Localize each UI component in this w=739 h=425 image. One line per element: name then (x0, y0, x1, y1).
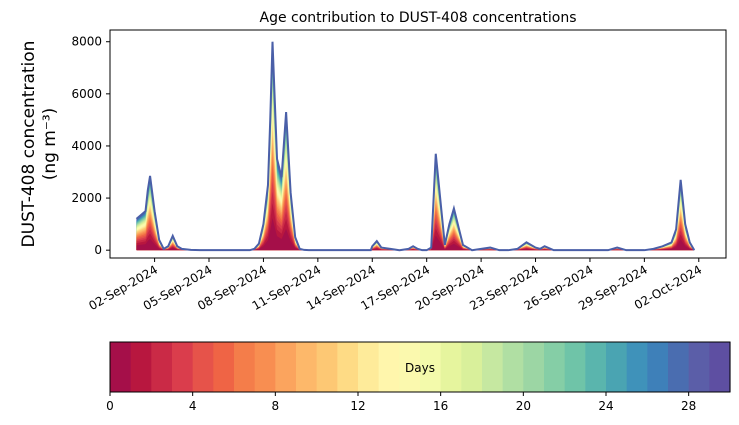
y-tick-label: 2000 (71, 191, 102, 205)
y-axis-label-group: DUST-408 concentration (ng m⁻³) (19, 41, 60, 248)
colorbar-bin (192, 342, 214, 392)
colorbar-tick-label: 24 (598, 399, 613, 413)
colorbar-bin (482, 342, 504, 392)
colorbar-bin (275, 342, 297, 392)
y-axis: 0 2000 4000 6000 8000 (71, 35, 110, 257)
colorbar-bin (130, 342, 152, 392)
colorbar-tick-label: 4 (189, 399, 197, 413)
colorbar-bin (337, 342, 359, 392)
colorbar-bin (709, 342, 731, 392)
colorbar-bin (647, 342, 669, 392)
colorbar-bin (378, 342, 400, 392)
y-tick-label: 4000 (71, 139, 102, 153)
x-axis: 02-Sep-202405-Sep-202408-Sep-202411-Sep-… (86, 258, 704, 313)
colorbar-tick-label: 8 (272, 399, 280, 413)
colorbar-bin (399, 342, 421, 392)
colorbar-bin (151, 342, 173, 392)
colorbar-bin (296, 342, 318, 392)
colorbar-bin (523, 342, 545, 392)
colorbar-bin (358, 342, 380, 392)
colorbar-bin (585, 342, 607, 392)
colorbar-tick-label: 16 (433, 399, 448, 413)
colorbar-bin (502, 342, 524, 392)
colorbar-bin (254, 342, 276, 392)
y-tick-label: 0 (94, 243, 102, 257)
colorbar: Days 0 4 8 12 16 20 24 28 (106, 341, 731, 413)
colorbar-bin (316, 342, 338, 392)
colorbar-bin (234, 342, 256, 392)
chart-title: Age contribution to DUST-408 concentrati… (260, 10, 577, 26)
colorbar-bin (626, 342, 648, 392)
colorbar-label: Days (405, 361, 435, 375)
colorbar-bin (606, 342, 628, 392)
age-layer-0 (136, 218, 695, 251)
colorbar-ticks: 0 4 8 12 16 20 24 28 (106, 392, 696, 413)
colorbar-bin (420, 342, 442, 392)
colorbar-bin (544, 342, 566, 392)
colorbar-tick-label: 0 (106, 399, 114, 413)
colorbar-bin (440, 342, 462, 392)
colorbar-tick-label: 28 (681, 399, 696, 413)
colorbar-tick-label: 12 (350, 399, 365, 413)
y-axis-label-line2: (ng m⁻³) (40, 108, 60, 181)
colorbar-bin (668, 342, 690, 392)
colorbar-bins (110, 342, 731, 392)
colorbar-bin (564, 342, 586, 392)
main-plot-area: 0 2000 4000 6000 8000 02-Sep-202405-Sep-2024… (71, 29, 727, 313)
y-tick-label: 6000 (71, 87, 102, 101)
colorbar-bin (172, 342, 194, 392)
y-axis-label-line1: DUST-408 concentration (19, 41, 39, 248)
plot-frame (109, 29, 727, 259)
colorbar-frame (109, 341, 731, 393)
age-contribution-area-stack (136, 41, 695, 251)
colorbar-bin (688, 342, 710, 392)
colorbar-tick-label: 20 (516, 399, 531, 413)
y-tick-label: 8000 (71, 35, 102, 49)
colorbar-bin (213, 342, 235, 392)
colorbar-bin (461, 342, 483, 392)
total-concentration-line (135, 41, 696, 252)
colorbar-bin (110, 342, 132, 392)
